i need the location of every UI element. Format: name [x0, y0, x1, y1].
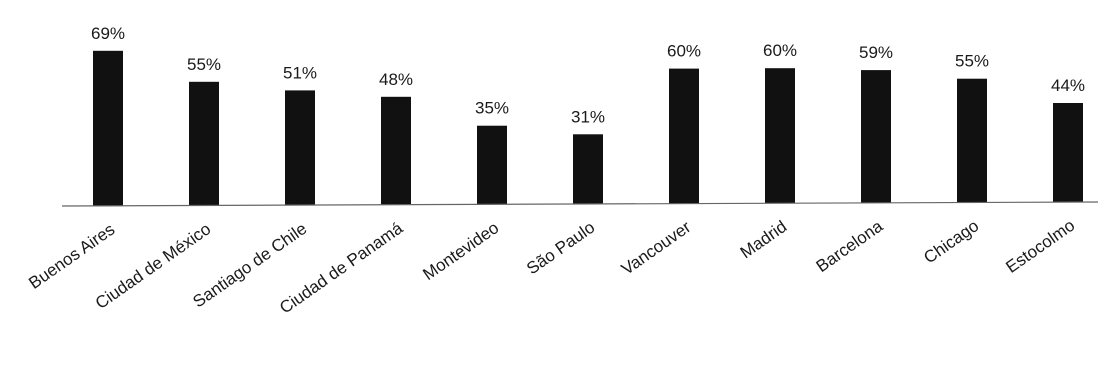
bars-layer: [93, 50, 1083, 207]
value-label-buenos-aires: 69%: [91, 24, 125, 43]
tick-label-buenos-aires: Buenos Aires: [25, 220, 118, 293]
bar-estocolmo: [1053, 103, 1083, 202]
value-labels-layer: 69% 55% 51% 48% 35% 31% 60% 60% 59% 55% 44%: [91, 24, 1085, 127]
tick-label-estocolmo: Estocolmo: [1002, 216, 1078, 277]
tick-label-chicago: Chicago: [920, 216, 982, 267]
bar-sao-paulo: [573, 134, 603, 205]
x-axis-baseline: [61, 201, 1099, 207]
tick-label-madrid: Madrid: [737, 217, 790, 262]
bar-santiago-de-chile: [285, 90, 315, 206]
value-label-montevideo: 35%: [475, 99, 509, 118]
value-label-vancouver: 60%: [667, 42, 701, 61]
value-label-chicago: 55%: [955, 52, 989, 71]
value-label-ciudad-de-panama: 48%: [379, 70, 413, 89]
value-label-barcelona: 59%: [859, 43, 893, 62]
tick-label-montevideo: Montevideo: [419, 218, 502, 284]
value-label-estocolmo: 44%: [1051, 76, 1085, 95]
value-label-ciudad-de-mexico: 55%: [187, 55, 221, 74]
tick-label-vancouver: Vancouver: [618, 217, 695, 279]
value-label-sao-paulo: 31%: [571, 107, 605, 126]
bar-vancouver: [669, 68, 699, 204]
bar-chicago: [957, 78, 987, 203]
value-label-santiago-de-chile: 51%: [283, 63, 317, 82]
tick-label-sao-paulo: São Paulo: [523, 218, 598, 279]
value-label-madrid: 60%: [763, 41, 797, 60]
bar-ciudad-de-panama: [381, 96, 411, 205]
bar-madrid: [765, 68, 795, 204]
bar-barcelona: [861, 70, 891, 203]
bar-buenos-aires: [93, 50, 123, 207]
tick-label-barcelona: Barcelona: [813, 216, 887, 276]
bar-ciudad-de-mexico: [189, 81, 219, 206]
bar-montevideo: [477, 125, 507, 205]
